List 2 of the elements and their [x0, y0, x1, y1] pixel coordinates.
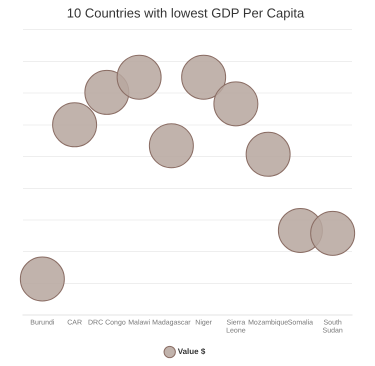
legend-label: Value $ — [178, 347, 206, 356]
chart-title: 10 Countries with lowest GDP Per Capita — [66, 5, 306, 20]
